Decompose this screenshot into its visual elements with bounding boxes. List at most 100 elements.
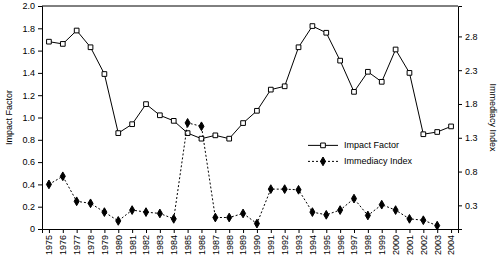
y-tick-mark — [38, 73, 42, 74]
x-tick-label: 1987 — [211, 235, 221, 255]
x-tick-label: 1980 — [114, 235, 124, 255]
x-tick-mark — [201, 229, 202, 233]
x-tick-mark — [285, 229, 286, 233]
x-tick-label: 1998 — [363, 235, 373, 255]
x-tick: 1993 — [294, 229, 304, 255]
y-tick-mark — [38, 95, 42, 96]
legend-label: Immediacy Index — [344, 156, 413, 166]
plot-area: 00.20.40.60.81.01.21.41.61.82.00.30.81.3… — [4, 1, 498, 255]
y-tick-label: 1.0 — [22, 113, 35, 123]
y2-tick-label: 1.3 — [465, 133, 478, 143]
x-tick-label: 1995 — [322, 235, 332, 255]
point — [296, 45, 301, 50]
y-tick: 1.6 — [22, 46, 42, 56]
point — [268, 185, 273, 194]
x-tick-mark — [229, 229, 230, 233]
y2-tick: 1.3 — [458, 133, 478, 143]
y-tick-label: 1.6 — [22, 46, 35, 56]
y-axis: 00.20.40.60.81.01.21.41.61.82.0 — [22, 1, 42, 234]
x-tick-mark — [49, 229, 50, 233]
point — [393, 206, 398, 215]
point — [282, 185, 287, 194]
x-tick-mark — [118, 229, 119, 233]
point — [352, 90, 357, 95]
point — [88, 45, 93, 50]
point — [407, 214, 412, 223]
y-tick-mark — [38, 207, 42, 208]
point — [213, 133, 218, 138]
x-tick: 1976 — [58, 229, 68, 255]
legend-item: Immediacy Index — [308, 156, 413, 166]
x-tick: 1989 — [238, 229, 248, 255]
legend-marker — [321, 143, 326, 148]
frame-top — [42, 6, 458, 7]
x-tick: 1979 — [100, 229, 110, 255]
x-tick-label: 1999 — [377, 235, 387, 255]
x-tick-mark — [174, 229, 175, 233]
y-tick: 1.4 — [22, 68, 42, 78]
x-tick: 1982 — [141, 229, 151, 255]
point — [241, 209, 246, 218]
point — [60, 172, 65, 181]
y2-tick-label: 2.8 — [465, 32, 478, 42]
x-tick-mark — [104, 229, 105, 233]
x-tick: 1987 — [211, 229, 221, 255]
x-tick: 1984 — [169, 229, 179, 255]
point — [46, 180, 51, 189]
point — [171, 214, 176, 223]
x-tick: 1992 — [280, 229, 290, 255]
y2-tick: 0.3 — [458, 201, 478, 211]
y2-tick-mark — [458, 104, 462, 105]
x-tick-label: 2002 — [419, 235, 429, 255]
x-tick-label: 1986 — [197, 235, 207, 255]
x-tick-mark — [160, 229, 161, 233]
point — [407, 71, 412, 76]
y-tick: 1.8 — [22, 24, 42, 34]
point — [268, 87, 273, 92]
point — [185, 119, 190, 128]
y-tick-mark — [38, 184, 42, 185]
y-tick-label: 0.4 — [22, 180, 35, 190]
legend-marker — [320, 157, 325, 166]
x-tick-mark — [409, 229, 410, 233]
y2-tick-label: 2.3 — [465, 66, 478, 76]
point — [74, 28, 79, 33]
x-tick-mark — [354, 229, 355, 233]
x-tick-mark — [257, 229, 258, 233]
y-tick: 1.0 — [22, 113, 42, 123]
point — [143, 208, 148, 217]
x-tick-mark — [340, 229, 341, 233]
point — [366, 69, 371, 74]
point — [379, 200, 384, 209]
x-tick: 1990 — [252, 229, 262, 255]
x-tick-mark — [91, 229, 92, 233]
point — [435, 130, 440, 135]
x-tick-label: 1993 — [294, 235, 304, 255]
point — [435, 221, 440, 229]
x-tick-mark — [146, 229, 147, 233]
x-tick: 1977 — [72, 229, 82, 255]
y-axis-line — [38, 7, 43, 230]
x-tick-mark — [312, 229, 313, 233]
x-tick-label: 1994 — [308, 235, 318, 255]
x-tick-label: 1975 — [44, 235, 54, 255]
x-tick-label: 1977 — [72, 235, 82, 255]
point — [227, 213, 232, 222]
y-tick-mark — [38, 229, 42, 230]
x-axis: 1975197619771978197919801981198219831984… — [43, 229, 459, 255]
point — [324, 30, 329, 35]
x-tick: 1986 — [197, 229, 207, 255]
y2-tick-label: 1.8 — [465, 99, 478, 109]
x-tick-label: 1979 — [100, 235, 110, 255]
x-tick-mark — [215, 229, 216, 233]
x-tick-mark — [243, 229, 244, 233]
y2-tick: 1.8 — [458, 99, 478, 109]
x-tick: 1985 — [183, 229, 193, 255]
y2-tick-mark — [458, 138, 462, 139]
y-tick: 0.8 — [22, 135, 42, 145]
x-tick: 1983 — [155, 229, 165, 255]
y2-tick-label: 0.8 — [465, 167, 478, 177]
point — [171, 119, 176, 124]
series-line — [49, 26, 451, 139]
y-tick-mark — [38, 6, 42, 7]
